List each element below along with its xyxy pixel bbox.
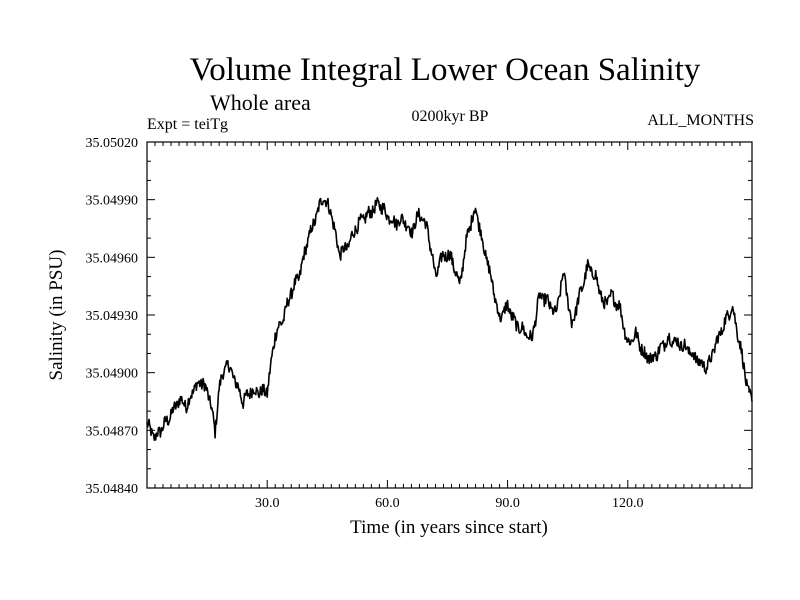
plot-frame <box>146 141 753 489</box>
chart-subtitle: Whole area <box>210 90 311 115</box>
x-tick-label: 120.0 <box>612 496 644 511</box>
y-tick-label: 35.05020 <box>86 136 139 151</box>
y-axis-label: Salinity (in PSU) <box>46 250 67 381</box>
x-axis-label: Time (in years since start) <box>350 517 548 538</box>
x-tick-label: 30.0 <box>255 496 280 511</box>
y-tick-label: 35.04900 <box>86 367 139 382</box>
y-tick-label: 35.04840 <box>86 482 139 497</box>
period-label: 0200kyr BP <box>411 108 489 125</box>
y-tick-label: 35.04960 <box>86 251 139 266</box>
salinity-series-line <box>146 196 753 441</box>
y-tick-label: 35.04930 <box>86 309 139 324</box>
axis-tick-labels: 30.0 60.0 90.0 120.0 35.04840 35.04870 35.0490… <box>86 136 644 511</box>
x-tick-label: 60.0 <box>375 496 400 511</box>
months-label: ALL_MONTHS <box>647 112 754 129</box>
y-tick-label: 35.04870 <box>86 424 139 439</box>
y-tick-label: 35.04990 <box>86 194 139 209</box>
chart-title: Volume Integral Lower Ocean Salinity <box>189 52 701 88</box>
axis-ticks <box>147 141 752 489</box>
experiment-label: Expt = teiTg <box>147 116 229 133</box>
x-tick-label: 90.0 <box>495 496 520 511</box>
